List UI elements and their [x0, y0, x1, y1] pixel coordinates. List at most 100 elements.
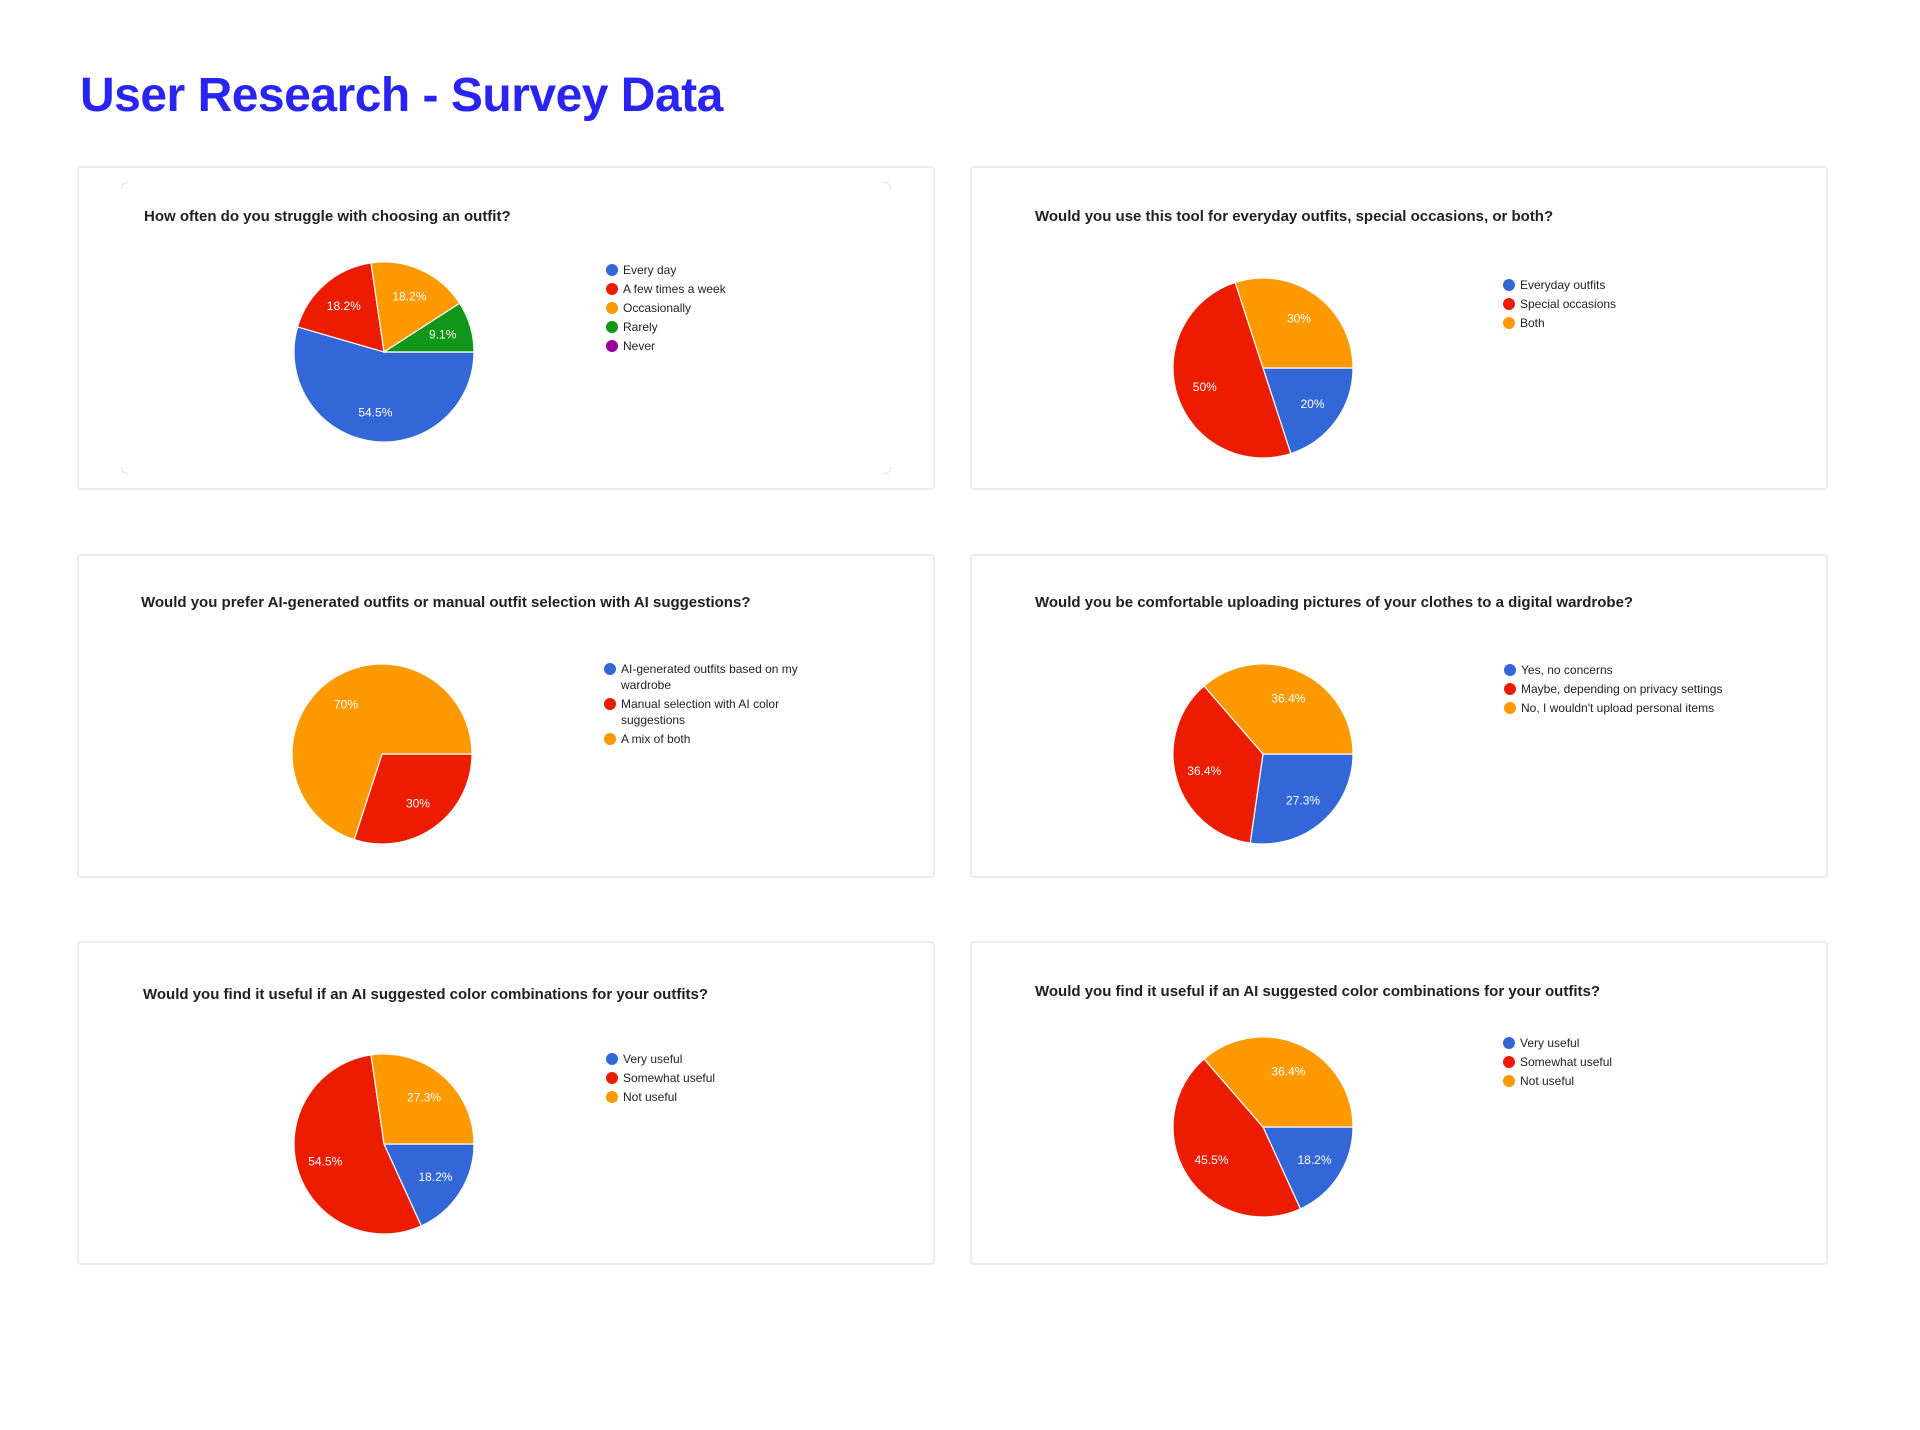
- legend-item[interactable]: Yes, no concerns: [1504, 662, 1722, 678]
- legend-dot-icon: [1503, 1056, 1515, 1068]
- legend-dot-icon: [1503, 317, 1515, 329]
- pie-slice[interactable]: [1172, 281, 1292, 459]
- legend-dot-icon: [606, 321, 618, 333]
- legend-item[interactable]: AI-generated outfits based on my wardrob…: [604, 661, 814, 693]
- pie-slice[interactable]: [1262, 367, 1354, 455]
- legend-label: Not useful: [1520, 1074, 1575, 1088]
- legend-dot-icon: [1503, 1075, 1515, 1087]
- legend-dot-icon: [1504, 664, 1516, 676]
- legend-dot-icon: [606, 264, 618, 276]
- legend-item[interactable]: Very useful: [606, 1051, 715, 1067]
- legend-label: Rarely: [623, 320, 658, 334]
- pie-chart[interactable]: 20% 50% 30%: [1172, 277, 1354, 459]
- legend-label: Very useful: [1520, 1036, 1580, 1050]
- pie-slice[interactable]: [370, 261, 461, 354]
- legend-dot-icon: [604, 663, 616, 675]
- pie-chart[interactable]: 27.3% 36.4% 36.4%: [1172, 663, 1354, 845]
- pie-slice[interactable]: [293, 1054, 423, 1235]
- pie-slice[interactable]: [1203, 1036, 1354, 1128]
- legend-item[interactable]: Very useful: [1503, 1035, 1612, 1051]
- pie-slice[interactable]: [381, 302, 475, 353]
- pie-slice[interactable]: [353, 753, 473, 845]
- chart-title: How often do you struggle with choosing …: [144, 208, 511, 225]
- legend-label: No, I wouldn't upload personal items: [1521, 701, 1715, 715]
- slice-label: 70%: [334, 697, 358, 711]
- pie-chart[interactable]: 18.2% 45.5% 36.4%: [1172, 1036, 1354, 1218]
- chart-card-usage-occasion: Would you use this tool for everyday out…: [970, 166, 1828, 490]
- legend-item[interactable]: No, I wouldn't upload personal items: [1504, 700, 1722, 716]
- pie-slice[interactable]: [1172, 1058, 1302, 1218]
- legend-item[interactable]: Manual selection with AI color suggestio…: [604, 696, 814, 728]
- legend-item[interactable]: Not useful: [1503, 1073, 1612, 1089]
- legend-item[interactable]: Never: [606, 338, 726, 354]
- legend-item[interactable]: Special occasions: [1503, 296, 1616, 312]
- legend-label: Both: [1520, 316, 1545, 330]
- legend-label: Occasionally: [623, 301, 692, 315]
- chart-legend: Every day A few times a week Occasionall…: [606, 262, 726, 357]
- slice-label: 27.3%: [407, 1091, 441, 1105]
- slice-label: 9.1%: [429, 328, 457, 342]
- slice-label: 45.5%: [1194, 1153, 1228, 1167]
- legend-dot-icon: [606, 1072, 618, 1084]
- chart-card-color-suggestions-a: Would you find it useful if an AI sugges…: [77, 941, 935, 1265]
- slice-label: 18.2%: [327, 299, 361, 313]
- legend-item[interactable]: Maybe, depending on privacy settings: [1504, 681, 1722, 697]
- corner-mark: [884, 182, 891, 189]
- legend-dot-icon: [604, 698, 616, 710]
- chart-card-upload-comfort: Would you be comfortable uploading pictu…: [970, 554, 1828, 878]
- legend-item[interactable]: Somewhat useful: [1503, 1054, 1612, 1070]
- slice-label: 20%: [1300, 397, 1324, 411]
- pie-slice[interactable]: [370, 1053, 475, 1145]
- legend-label: Every day: [623, 263, 677, 277]
- chart-title: Would you be comfortable uploading pictu…: [1035, 594, 1634, 611]
- slice-label: 54.5%: [358, 406, 392, 420]
- slice-label: 50%: [1193, 380, 1217, 394]
- pie-slice[interactable]: [291, 663, 473, 841]
- legend-label: Everyday outfits: [1520, 278, 1606, 292]
- legend-item[interactable]: Every day: [606, 262, 726, 278]
- legend-dot-icon: [606, 1091, 618, 1103]
- chart-card-color-suggestions-b: Would you find it useful if an AI sugges…: [970, 941, 1828, 1265]
- pie-slice[interactable]: [1172, 685, 1264, 844]
- chart-legend: Very useful Somewhat useful Not useful: [606, 1051, 715, 1108]
- legend-label: Somewhat useful: [1520, 1055, 1613, 1069]
- chart-legend: Everyday outfits Special occasions Both: [1503, 277, 1616, 334]
- slice-label: 30%: [406, 797, 430, 811]
- pie-slice[interactable]: [1203, 663, 1354, 755]
- corner-mark: [884, 467, 891, 474]
- slice-label: 36.4%: [1271, 691, 1305, 705]
- legend-dot-icon: [1504, 702, 1516, 714]
- legend-label: Special occasions: [1520, 297, 1617, 311]
- pie-chart[interactable]: 30% 70%: [291, 663, 473, 845]
- legend-item[interactable]: A mix of both: [604, 731, 814, 747]
- chart-legend: Yes, no concerns Maybe, depending on pri…: [1504, 662, 1722, 719]
- legend-item[interactable]: Not useful: [606, 1089, 715, 1105]
- chart-legend: AI-generated outfits based on my wardrob…: [604, 661, 814, 750]
- legend-item[interactable]: Occasionally: [606, 300, 726, 316]
- legend-item[interactable]: Somewhat useful: [606, 1070, 715, 1086]
- chart-card-outfit-struggle: How often do you struggle with choosing …: [77, 166, 935, 490]
- legend-item[interactable]: A few times a week: [606, 281, 726, 297]
- legend-item[interactable]: Rarely: [606, 319, 726, 335]
- pie-slice[interactable]: [296, 262, 385, 353]
- slice-label: 30%: [1287, 311, 1311, 325]
- legend-item[interactable]: Both: [1503, 315, 1616, 331]
- chart-title: Would you find it useful if an AI sugges…: [143, 986, 708, 1003]
- pie-slice[interactable]: [1249, 753, 1354, 845]
- slice-label: 36.4%: [1271, 1064, 1305, 1078]
- pie-slice[interactable]: [1234, 277, 1354, 369]
- slice-label: 36.4%: [1187, 764, 1221, 778]
- legend-dot-icon: [1503, 298, 1515, 310]
- pie-chart[interactable]: 18.2% 54.5% 27.3%: [293, 1053, 475, 1235]
- legend-dot-icon: [606, 340, 618, 352]
- pie-slice[interactable]: [293, 326, 475, 443]
- pie-slice[interactable]: [383, 1143, 475, 1227]
- legend-dot-icon: [1503, 1037, 1515, 1049]
- slice-label: 54.5%: [308, 1154, 342, 1168]
- legend-dot-icon: [1504, 683, 1516, 695]
- legend-label: Somewhat useful: [623, 1071, 716, 1085]
- chart-legend: Very useful Somewhat useful Not useful: [1503, 1035, 1612, 1092]
- pie-chart[interactable]: 54.5% 18.2% 18.2% 9.1%: [293, 261, 475, 443]
- pie-slice[interactable]: [1262, 1126, 1354, 1210]
- legend-item[interactable]: Everyday outfits: [1503, 277, 1616, 293]
